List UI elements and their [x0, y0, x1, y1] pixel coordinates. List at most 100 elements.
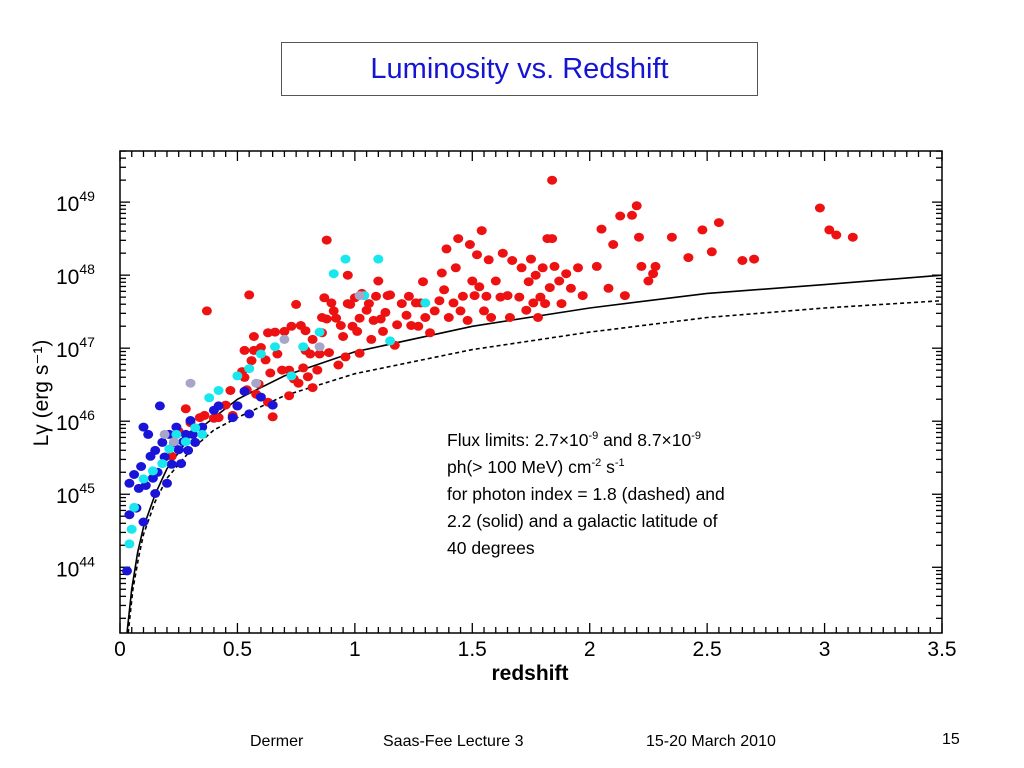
x-tick-label: 1.5 [458, 638, 487, 661]
red-data-point [180, 404, 191, 414]
red-data-point [847, 232, 858, 242]
red-data-point [643, 276, 654, 286]
red-data-point [345, 299, 356, 309]
y-tick-label: 1046 [56, 407, 95, 435]
blue-data-point [213, 401, 224, 411]
blue-data-point [166, 459, 177, 469]
red-data-point [291, 299, 302, 309]
red-data-point [814, 203, 825, 213]
red-data-point [418, 277, 428, 287]
x-tick-label: 2 [584, 638, 596, 661]
red-data-point [293, 378, 304, 388]
red-data-point [549, 261, 560, 271]
red-data-point [246, 356, 257, 366]
red-data-point [420, 313, 431, 322]
red-data-point [392, 320, 403, 330]
red-data-point [413, 321, 424, 331]
blue-data-point [267, 400, 278, 410]
red-data-point [267, 412, 278, 422]
red-data-point [396, 299, 407, 309]
slide-title-box: Luminosity vs. Redshift [281, 42, 758, 96]
red-data-point [831, 230, 842, 240]
red-data-point [521, 305, 532, 315]
red-data-point [453, 234, 464, 244]
red-data-point [481, 291, 492, 301]
luminosity-redshift-chart: 0 0.5 1 1.5 2 2.5 3 3.5 1044 1045 1046 1047 1048 1049… [30, 150, 957, 685]
red-data-point [319, 293, 330, 303]
cyan-data-point [171, 429, 182, 439]
red-data-point [314, 349, 325, 359]
red-data-point [441, 244, 452, 254]
y-tick-label: 1044 [56, 553, 95, 581]
blue-data-point [239, 386, 250, 396]
red-data-point [619, 291, 630, 301]
cyan-data-point [197, 429, 208, 439]
red-data-point [300, 326, 311, 336]
red-data-point [697, 225, 708, 235]
y-tick-label: 1048 [56, 261, 95, 289]
blue-data-point [185, 416, 196, 425]
red-data-point [248, 332, 259, 341]
annotation-line-1: Flux limits: 2.7×10-9 and 8.7×10-9 [447, 430, 702, 450]
red-data-point [464, 240, 475, 249]
cyan-data-point [298, 342, 309, 352]
red-data-point [277, 365, 288, 375]
red-data-point [631, 201, 642, 211]
red-data-point [824, 225, 835, 235]
red-data-point [338, 332, 349, 341]
red-data-point [321, 314, 332, 324]
red-data-point [286, 321, 297, 331]
cyan-data-point [126, 524, 137, 534]
gray-data-point [159, 429, 170, 439]
red-data-point [561, 269, 572, 279]
red-data-point [255, 343, 266, 352]
x-tick-label: 3 [819, 638, 831, 661]
cyan-data-point [164, 444, 175, 454]
blue-data-point [255, 392, 266, 402]
red-data-point [483, 255, 494, 265]
red-data-point [272, 349, 283, 359]
red-data-point [476, 226, 487, 236]
red-data-point [573, 263, 583, 273]
red-data-point [199, 410, 210, 420]
red-data-point [577, 291, 588, 301]
red-data-point [455, 306, 466, 316]
blue-data-point [176, 459, 187, 469]
red-data-point [556, 299, 567, 309]
red-data-point [371, 291, 381, 301]
red-data-point [749, 254, 760, 264]
y-axis-label: Lγ (erg s⁻¹) [30, 340, 53, 447]
red-data-point [516, 263, 527, 273]
annotation-line-5: 40 degrees [447, 538, 535, 558]
red-data-point [666, 232, 677, 242]
blue-data-point [143, 429, 154, 439]
y-tick-label: 1049 [56, 188, 95, 216]
blue-data-point [162, 478, 172, 488]
red-data-point [305, 349, 316, 359]
slide-title: Luminosity vs. Redshift [370, 52, 669, 85]
cyan-data-point [213, 386, 224, 395]
blue-data-point [173, 445, 184, 455]
red-data-point [425, 328, 435, 338]
axis-ticks [119, 150, 943, 633]
annotation-line-3: for photon index = 1.8 (dashed) and [447, 484, 725, 504]
gray-data-point [251, 378, 262, 388]
x-tick-label: 2.5 [693, 638, 722, 661]
red-data-point [373, 276, 384, 286]
red-data-point [307, 383, 318, 393]
red-data-point [342, 270, 353, 280]
red-data-point [554, 276, 565, 286]
page-number: 15 [942, 731, 960, 748]
y-tick-label: 1045 [56, 480, 95, 508]
cyan-data-point [385, 336, 396, 346]
cyan-data-point [147, 466, 158, 476]
red-data-point [321, 235, 332, 245]
red-data-point [333, 360, 344, 370]
blue-data-point [122, 566, 132, 576]
red-data-point [378, 326, 388, 336]
footer-date: 15-20 March 2010 [646, 733, 776, 750]
red-data-point [326, 298, 337, 308]
red-data-point [225, 386, 236, 395]
blue-data-point [180, 429, 191, 439]
red-data-point [634, 232, 644, 242]
